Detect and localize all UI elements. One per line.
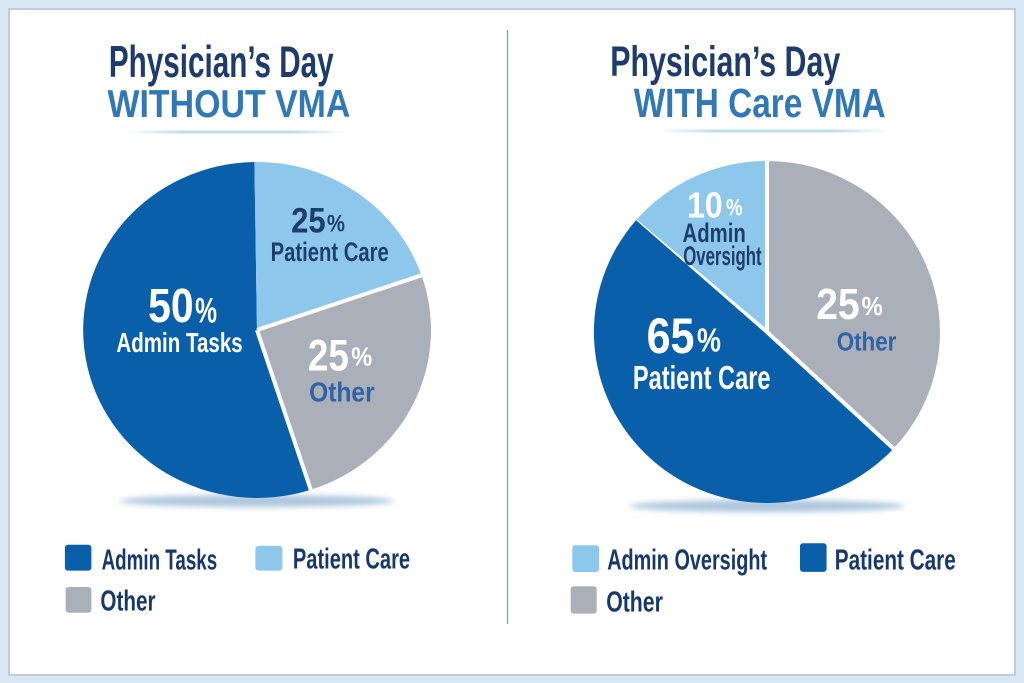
svg-text:Patient Care: Patient Care — [271, 237, 389, 267]
svg-text:%: % — [697, 321, 721, 358]
svg-text:WITH Care VMA: WITH Care VMA — [634, 80, 886, 126]
svg-text:Other: Other — [309, 377, 375, 408]
svg-text:Other: Other — [837, 326, 897, 356]
svg-text:Admin Tasks: Admin Tasks — [116, 327, 242, 358]
svg-text:%: % — [351, 344, 372, 372]
svg-text:Physician’s Day: Physician’s Day — [109, 38, 334, 87]
svg-text:WITHOUT VMA: WITHOUT VMA — [108, 83, 351, 126]
svg-text:Other: Other — [100, 586, 155, 618]
svg-text:%: % — [327, 210, 345, 237]
svg-text:Oversight: Oversight — [683, 241, 761, 271]
svg-text:25: 25 — [816, 281, 860, 329]
svg-text:50: 50 — [148, 279, 194, 333]
svg-text:Patient Care: Patient Care — [633, 360, 771, 397]
svg-text:25: 25 — [308, 331, 349, 380]
svg-text:Patient Care: Patient Care — [835, 544, 956, 576]
svg-text:%: % — [195, 291, 217, 331]
svg-text:%: % — [726, 195, 743, 222]
svg-text:Patient Care: Patient Care — [293, 543, 410, 575]
svg-text:Physician’s Day: Physician’s Day — [610, 38, 840, 86]
svg-text:10: 10 — [687, 185, 723, 226]
svg-text:Other: Other — [606, 587, 663, 619]
svg-text:Admin: Admin — [683, 218, 746, 248]
svg-text:Admin Tasks: Admin Tasks — [102, 543, 218, 575]
svg-text:%: % — [862, 293, 883, 321]
svg-text:65: 65 — [647, 308, 695, 364]
svg-text:25: 25 — [291, 202, 326, 241]
svg-text:Admin Oversight: Admin Oversight — [607, 544, 767, 576]
